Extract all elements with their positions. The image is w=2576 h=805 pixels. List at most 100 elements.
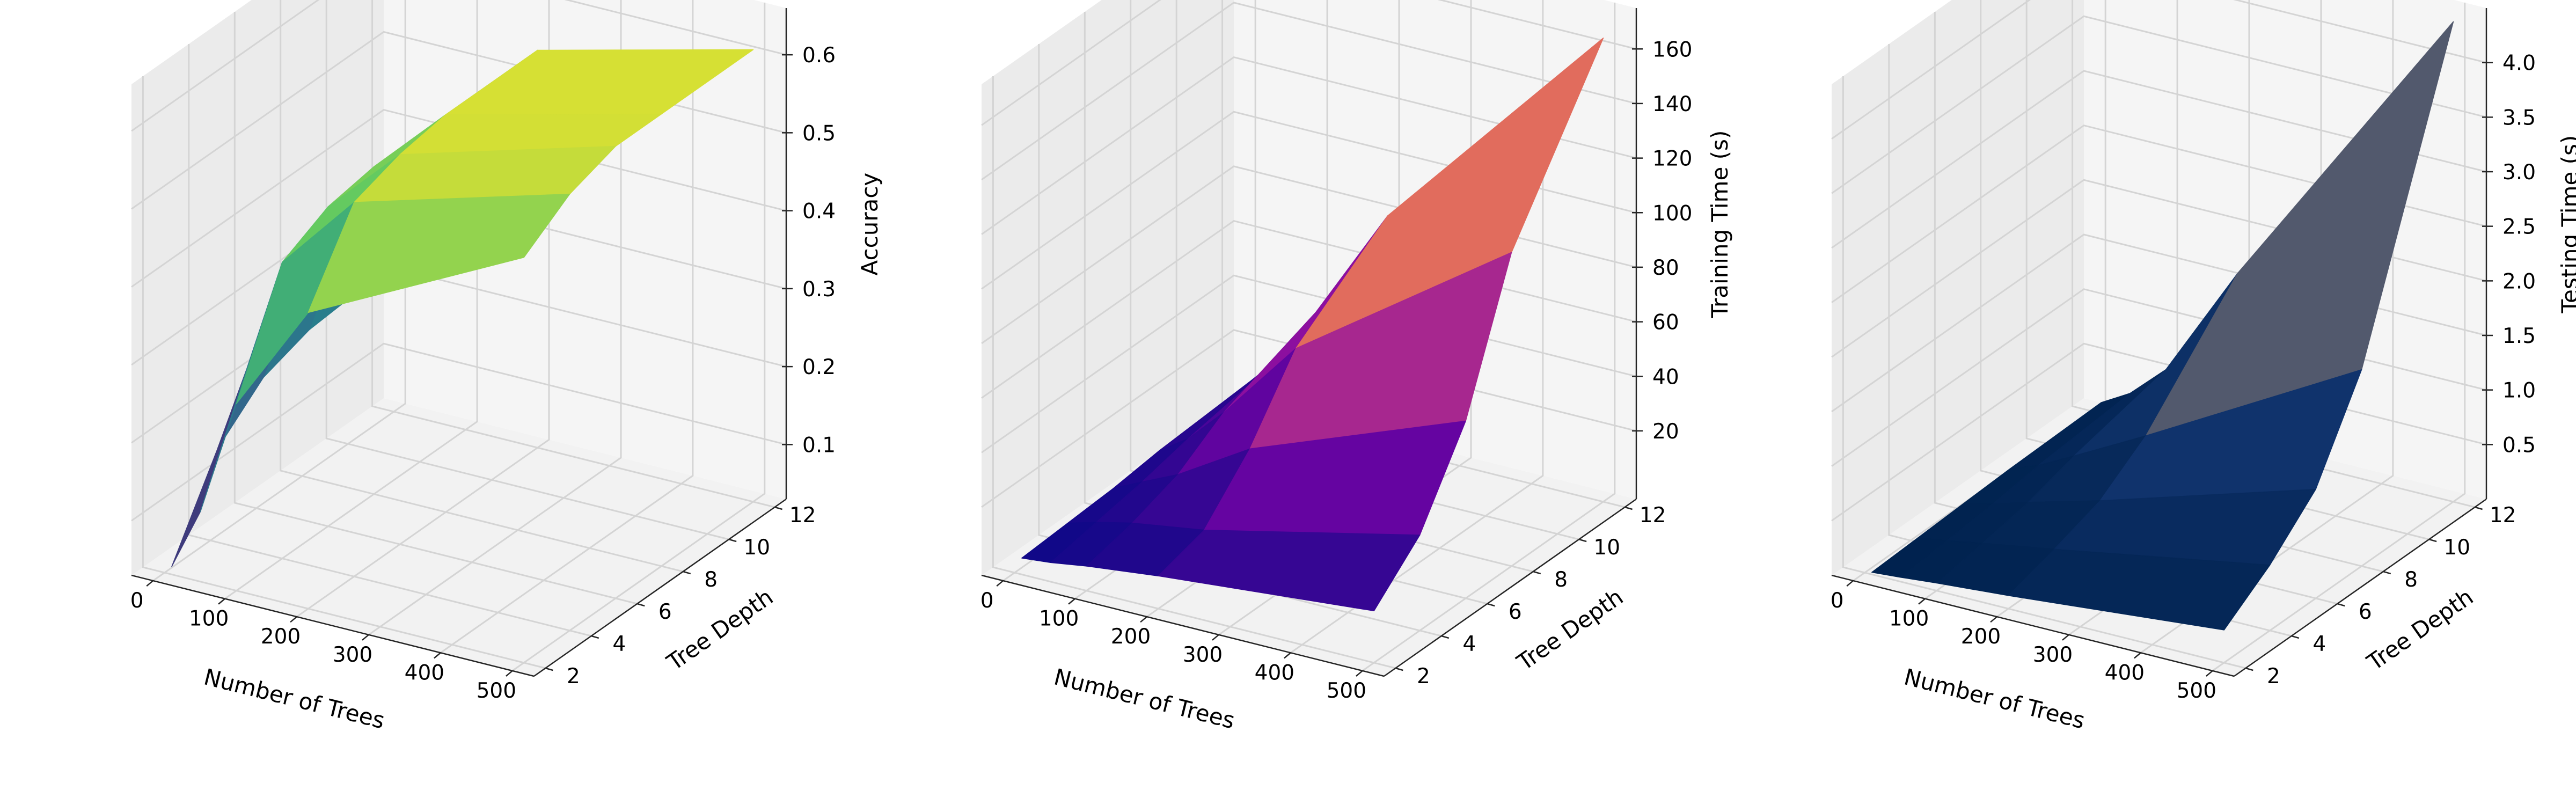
x-tick-mark <box>434 652 441 659</box>
y-tick-mark <box>545 667 553 671</box>
y-tick-mark <box>1624 506 1633 510</box>
z-ticks: 20 40 60 80 100 120 140 160 <box>1632 38 1692 444</box>
x-tick-label: 300 <box>2033 643 2073 667</box>
y-tick-mark <box>1487 603 1495 607</box>
z-gridline <box>131 0 787 132</box>
pane-back-x <box>1832 0 2084 575</box>
surface <box>1021 38 1604 612</box>
x-tick-label: 500 <box>1327 679 1366 703</box>
z-axis-title: Accuracy <box>857 173 883 276</box>
axis-lines <box>131 8 787 677</box>
x-tick-label: 0 <box>1831 589 1844 613</box>
x-gridline <box>152 0 406 582</box>
x-tick-label: 300 <box>1183 643 1223 667</box>
x-tick-label: 400 <box>405 661 444 685</box>
axes-panes <box>131 0 786 676</box>
x-tick-mark <box>2134 652 2141 659</box>
z-gridline <box>1831 342 2487 522</box>
z-tick-label: 0.4 <box>802 200 836 224</box>
y-tick-mark <box>2291 635 2300 639</box>
surface-patch <box>2008 548 2271 631</box>
y-tick-label: 4 <box>612 632 626 656</box>
y-tick-label: 8 <box>1554 568 1568 592</box>
y-tick-mark <box>2337 603 2345 607</box>
z-tick-label: 3.5 <box>2502 106 2536 130</box>
y-tick-label: 2 <box>1417 664 1430 689</box>
x-tick-label: 500 <box>2177 679 2216 703</box>
z-tick-label: 100 <box>1652 201 1692 225</box>
y-gridline <box>188 44 592 637</box>
y-tick-mark <box>1578 538 1587 543</box>
x-tick-mark <box>2062 634 2069 641</box>
x-gridline <box>1362 2 1616 672</box>
y-tick-label: 4 <box>1462 632 1476 656</box>
x-tick-mark <box>362 634 369 641</box>
x-gridline <box>440 0 694 654</box>
x-ticks: 0 100 200 300 400 500 <box>980 580 1366 703</box>
y-tick-mark <box>2245 667 2253 671</box>
z-tick-label: 80 <box>1652 256 1679 280</box>
x-axis-line <box>1831 574 2235 677</box>
x-tick-mark <box>146 580 153 587</box>
z-ticks: 0.5 1.0 1.5 2.0 2.5 3.0 3.5 4.0 <box>2482 52 2536 457</box>
x-tick-label: 300 <box>333 643 372 667</box>
x-tick-label: 100 <box>1889 607 1929 631</box>
x-tick-mark <box>1918 598 1926 605</box>
z-gridline <box>1831 15 2487 194</box>
x-tick-label: 100 <box>1039 607 1079 631</box>
x-axis-line <box>131 574 535 677</box>
y-tick-mark <box>591 635 599 639</box>
z-tick-label: 120 <box>1652 147 1692 171</box>
axis-lines <box>981 8 1637 677</box>
y-tick-mark <box>1441 635 1450 639</box>
x-tick-mark <box>2206 670 2213 677</box>
surface-patch <box>308 193 570 313</box>
x-tick-mark <box>1990 616 1997 623</box>
z-gridline <box>981 0 1637 126</box>
pane-back-x <box>131 0 384 575</box>
y-tick-label: 8 <box>704 568 718 592</box>
surface-patch <box>1158 530 1421 612</box>
x-tick-label: 400 <box>1255 661 1294 685</box>
x-tick-mark <box>506 670 513 677</box>
y-gridline <box>325 0 729 540</box>
z-tick-label: 0.6 <box>802 43 836 68</box>
y-tick-label: 6 <box>2359 600 2372 624</box>
x-tick-label: 0 <box>980 589 994 613</box>
y-tick-mark <box>774 506 782 510</box>
x-tick-mark <box>1356 670 1363 677</box>
y-ticks: 2 4 6 8 10 12 <box>2245 503 2516 689</box>
subplot-training-time: 0 100 200 300 400 500 2 4 6 8 10 12 20 40 60 80 100 120 14… <box>980 0 1733 734</box>
z-gridline <box>1831 0 2487 140</box>
x-tick-label: 0 <box>130 589 144 613</box>
x-ticks: 0 100 200 300 400 500 <box>1831 580 2216 703</box>
z-tick-label: 60 <box>1652 311 1679 335</box>
pane-back-x <box>982 0 1234 575</box>
z-gridline <box>981 2 1637 181</box>
z-tick-label: 20 <box>1652 420 1679 444</box>
z-tick-label: 160 <box>1652 38 1692 62</box>
x-tick-label: 200 <box>1961 625 2001 649</box>
x-ticks: 0 100 200 300 400 500 <box>130 580 516 703</box>
z-gridline <box>981 274 1637 453</box>
z-tick-label: 4.0 <box>2502 52 2536 76</box>
subplot-testing-time: 0 100 200 300 400 500 2 4 6 8 10 12 0.5 1.0 1.5 2.0 2.5 3… <box>1831 0 2576 734</box>
x-gridline <box>511 2 766 672</box>
y-tick-mark <box>728 538 737 543</box>
x-tick-label: 200 <box>261 625 301 649</box>
z-tick-label: 140 <box>1652 92 1692 116</box>
z-tick-label: 1.0 <box>2502 379 2536 403</box>
x-tick-mark <box>290 616 297 623</box>
y-tick-label: 12 <box>1640 503 1666 528</box>
y-tick-label: 2 <box>2267 664 2280 689</box>
z-tick-label: 0.3 <box>802 277 836 302</box>
y-gridline <box>280 0 684 573</box>
x-tick-label: 400 <box>2105 661 2145 685</box>
z-tick-label: 3.0 <box>2502 160 2536 185</box>
y-tick-mark <box>636 603 645 607</box>
x-tick-label: 100 <box>189 607 229 631</box>
y-axis-line <box>1384 498 1637 677</box>
z-gridline <box>131 108 787 288</box>
y-tick-label: 6 <box>658 600 672 624</box>
